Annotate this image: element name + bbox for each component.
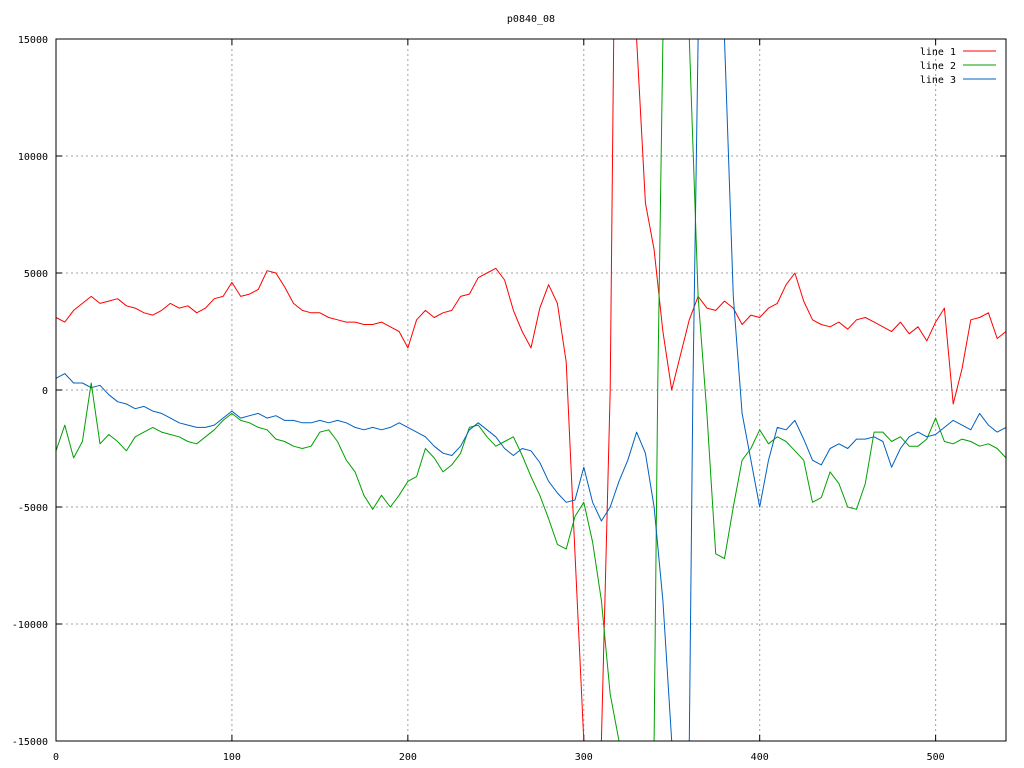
y-tick-label: 0 [42, 386, 48, 397]
x-tick-label: 100 [223, 752, 241, 763]
series-line-1 [56, 39, 1006, 741]
x-tick-label: 400 [751, 752, 769, 763]
y-tick-label: -15000 [12, 737, 48, 748]
y-tick-label: -10000 [12, 620, 48, 631]
x-tick-label: 0 [53, 752, 59, 763]
series-line-2 [56, 39, 1006, 741]
y-tick-label: 5000 [24, 269, 48, 280]
legend-label-1: line 1 [920, 47, 956, 58]
x-axis: 0 100 200 300 400 500 [53, 39, 945, 763]
chart-title: p0840_08 [507, 14, 555, 25]
x-tick-label: 200 [399, 752, 417, 763]
series-line-3 [56, 39, 1006, 741]
x-tick-label: 500 [927, 752, 945, 763]
legend: line 1 line 2 line 3 [920, 47, 996, 86]
plot-frame [55, 38, 1007, 742]
legend-label-2: line 2 [920, 61, 956, 72]
y-tick-label: -5000 [18, 503, 48, 514]
x-tick-label: 300 [575, 752, 593, 763]
y-tick-label: 15000 [18, 35, 48, 46]
series-group [56, 39, 1006, 741]
y-tick-label: 10000 [18, 152, 48, 163]
legend-label-3: line 3 [920, 75, 956, 86]
